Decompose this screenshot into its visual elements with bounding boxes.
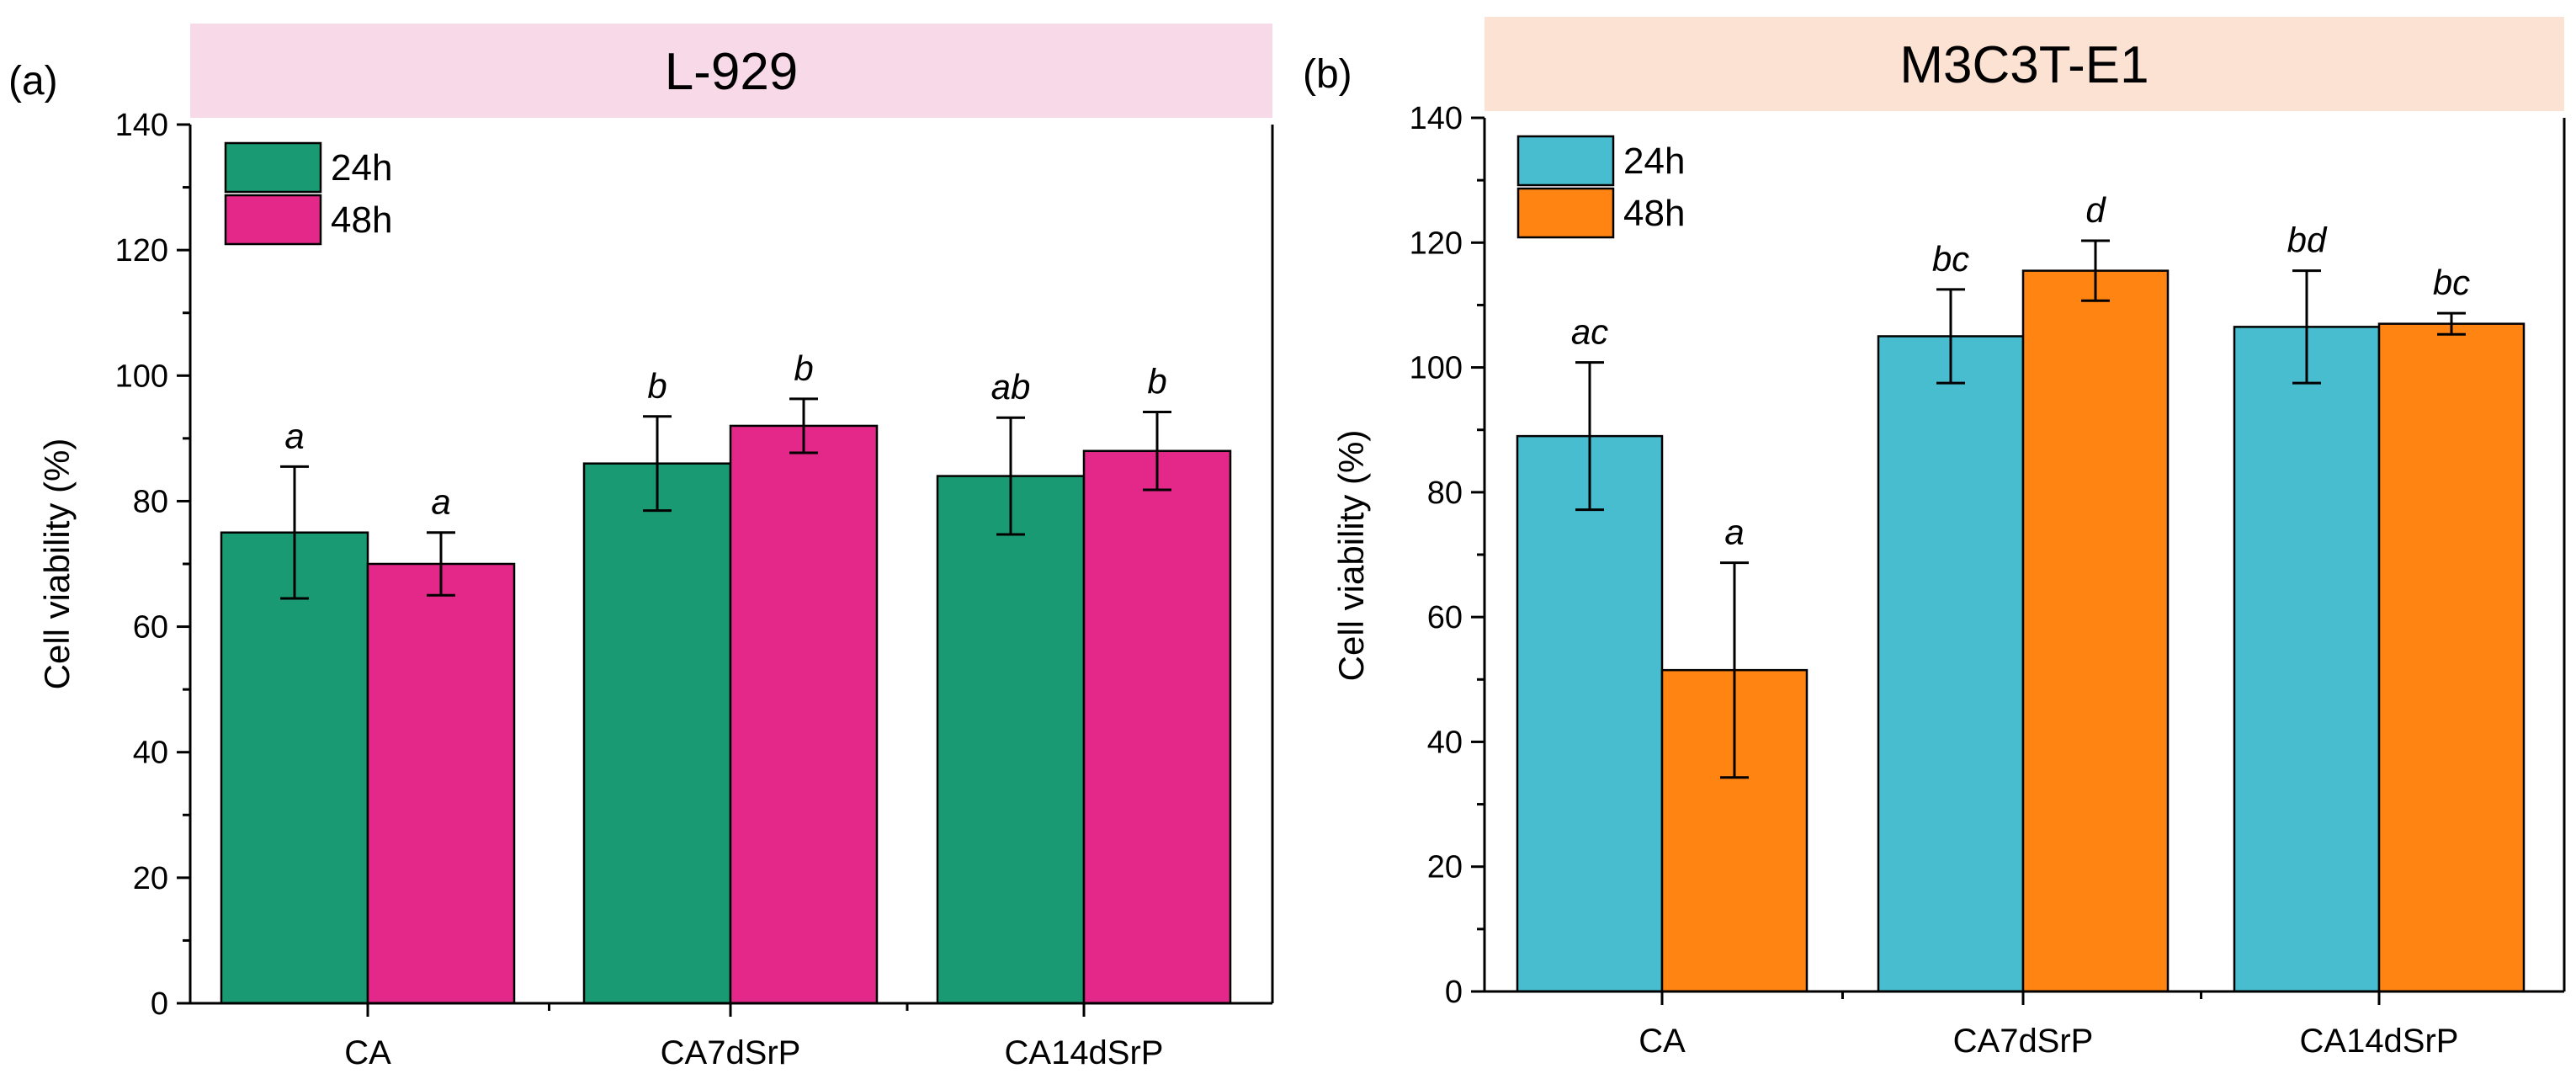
y-tick-label: 40 — [1427, 725, 1463, 760]
legend-swatch — [1516, 187, 1615, 239]
y-tick-label: 0 — [151, 986, 168, 1022]
y-tick-label: 20 — [133, 861, 168, 896]
legend-label: 48h — [1623, 193, 1685, 234]
x-tick-label: CA — [344, 1034, 391, 1071]
y-tick-label: 40 — [133, 736, 168, 771]
bar-24h-CA7dSrP — [1877, 335, 2025, 993]
significance-label: a — [284, 416, 304, 455]
significance-label: a — [431, 482, 450, 522]
y-tick-label: 120 — [1410, 226, 1463, 261]
chart-panel-a: L-929 (a) Cell viability (%) 0 20 40 60 80 100 12… — [8, 24, 1274, 1071]
y-tick-label: 140 — [1410, 101, 1463, 136]
bar-48h-CA — [366, 562, 516, 1005]
y-tick-label: 100 — [115, 359, 168, 394]
bar-24h-CA7dSrP — [582, 462, 732, 1005]
x-tick-label: CA7dSrP — [661, 1034, 801, 1071]
y-tick-label: 80 — [1427, 476, 1463, 511]
legend-label: 24h — [331, 147, 392, 189]
significance-label: ab — [991, 367, 1031, 407]
significance-label: ac — [1571, 312, 1608, 352]
significance-label: b — [647, 366, 667, 406]
chart-panel-b: M3C3T-E1 (b) Cell viability (%) 0 20 40 60 80 10… — [1303, 17, 2566, 1060]
title-banner — [1485, 17, 2564, 111]
bar-48h-CA7dSrP — [2021, 269, 2170, 993]
y-tick-label: 0 — [1445, 975, 1463, 1010]
panel-label: (a) — [8, 59, 58, 104]
bar-48h-CA14dSrP — [2377, 322, 2526, 993]
legend-label: 48h — [331, 199, 392, 241]
x-tick-label: CA7dSrP — [1953, 1023, 2094, 1060]
bar-24h-CA14dSrP — [2233, 326, 2381, 993]
significance-label: a — [1724, 513, 1744, 552]
y-tick-label: 60 — [1427, 600, 1463, 635]
y-tick-label: 20 — [1427, 850, 1463, 885]
y-tick-label: 60 — [133, 610, 168, 646]
x-tick-label: CA14dSrP — [2300, 1023, 2459, 1060]
y-axis-label: Cell viability (%) — [37, 439, 77, 690]
chart-title: L-929 — [665, 43, 799, 101]
y-axis-label: Cell viability (%) — [1331, 430, 1371, 682]
x-tick-label: CA14dSrP — [1005, 1034, 1164, 1071]
title-banner — [190, 24, 1272, 118]
significance-label: b — [1147, 362, 1166, 401]
bar-48h-CA14dSrP — [1082, 449, 1232, 1005]
x-tick-label: CA — [1639, 1023, 1686, 1060]
significance-label: bc — [1932, 239, 1969, 279]
bar-24h-CA — [1516, 434, 1664, 993]
legend-label: 24h — [1623, 141, 1685, 182]
legend-swatch — [224, 194, 322, 246]
y-tick-label: 140 — [115, 108, 168, 143]
significance-label: d — [2085, 190, 2106, 230]
bar-24h-CA — [220, 531, 369, 1005]
significance-label: b — [794, 348, 813, 388]
significance-label: bd — [2287, 221, 2328, 260]
legend-swatch — [224, 141, 322, 194]
chart-title: M3C3T-E1 — [1899, 36, 2148, 94]
legend-swatch — [1516, 135, 1615, 187]
significance-label: bc — [2433, 263, 2470, 302]
y-tick-label: 100 — [1410, 351, 1463, 386]
y-tick-label: 120 — [115, 233, 168, 268]
bar-48h-CA7dSrP — [729, 424, 879, 1005]
panel-label: (b) — [1303, 52, 1352, 97]
bar-24h-CA14dSrP — [936, 475, 1086, 1005]
y-tick-label: 80 — [133, 484, 168, 519]
